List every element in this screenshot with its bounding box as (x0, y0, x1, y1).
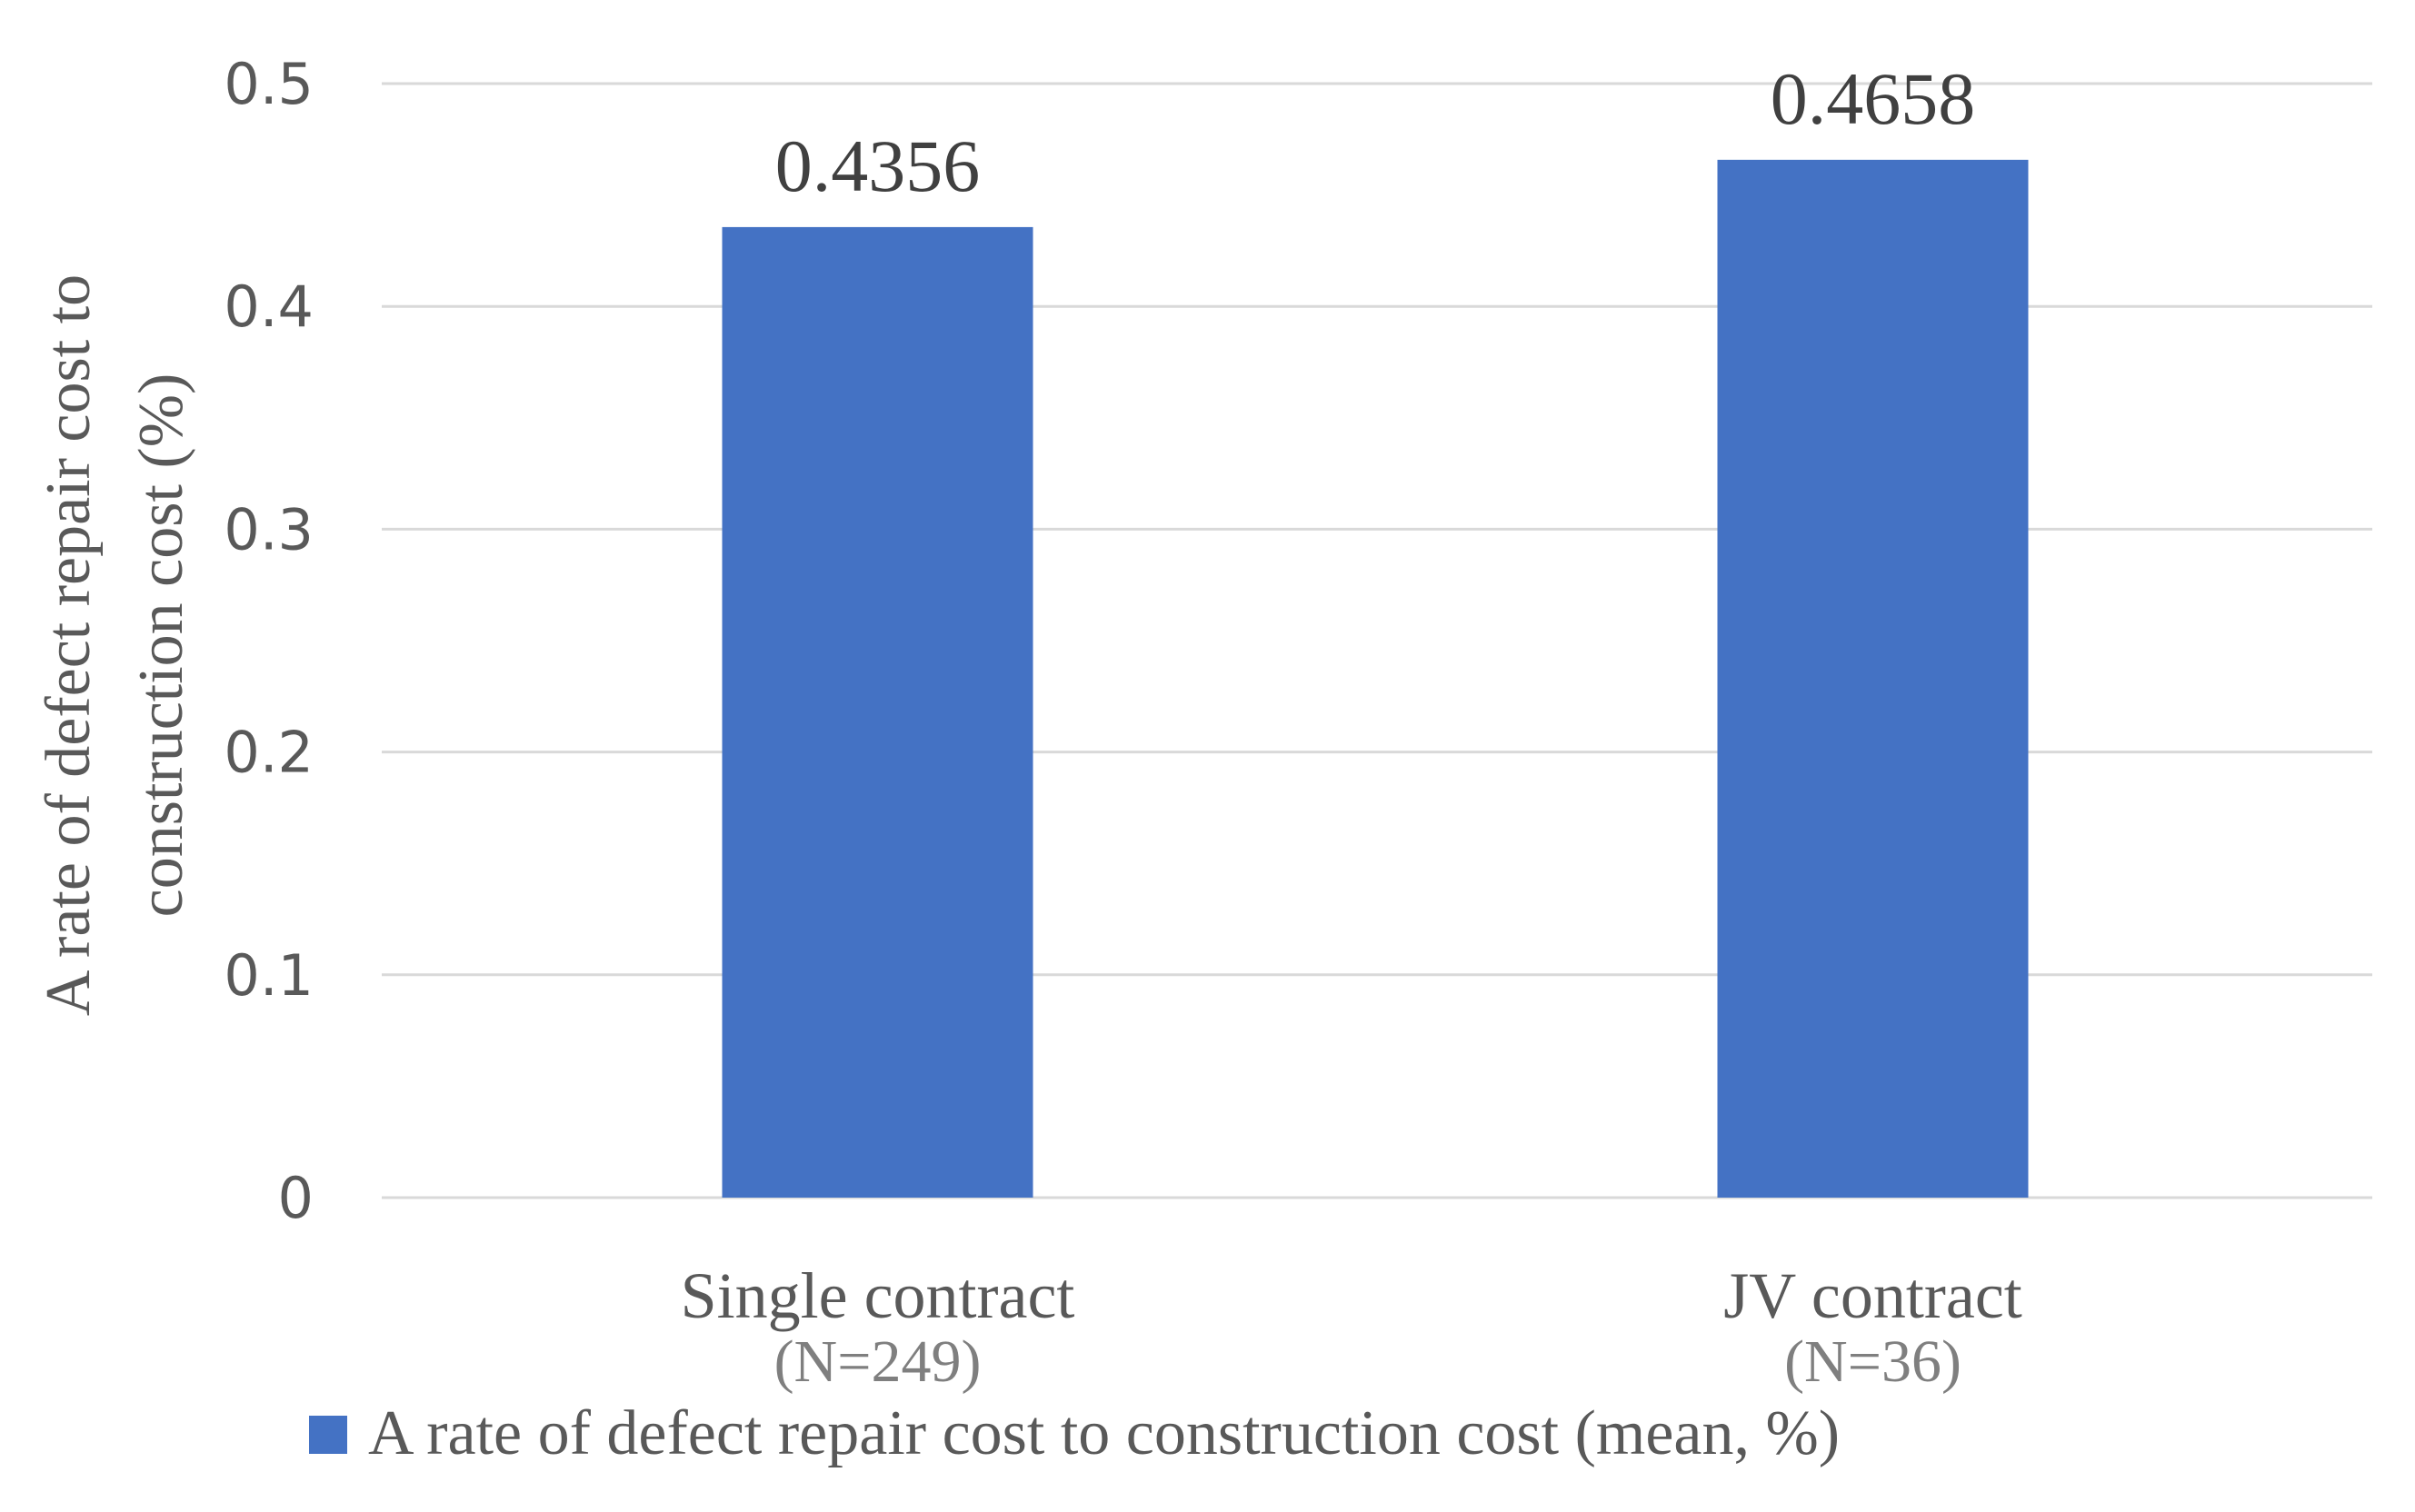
y-axis-title: A rate of defect repair cost to construct… (34, 274, 196, 1016)
data-labels: 0.4356 0.4658 (775, 57, 1976, 207)
x-category-label: Single contract (681, 1259, 1075, 1332)
x-category-sublabel: (N=36) (1784, 1328, 1961, 1395)
y-axis-title-line: construction cost (%) (126, 373, 196, 918)
data-label: 0.4658 (1771, 57, 1976, 140)
y-tick-label: 0.3 (224, 496, 314, 562)
bar (1717, 159, 2029, 1198)
x-category-sublabel: (N=249) (774, 1328, 982, 1395)
bars (722, 159, 2029, 1198)
legend-swatch (309, 1416, 347, 1454)
y-tick-label: 0.1 (224, 942, 314, 1009)
x-category-label: JV contract (1723, 1259, 2022, 1332)
gridlines (382, 82, 2372, 1199)
legend-label: A rate of defect repair cost to construc… (368, 1398, 1840, 1468)
y-axis-title-line: A rate of defect repair cost to (34, 274, 104, 1016)
y-axis-ticks: 0 0.1 0.2 0.3 0.4 0.5 (224, 51, 314, 1231)
legend: A rate of defect repair cost to construc… (309, 1398, 1840, 1468)
y-tick-label: 0 (278, 1165, 314, 1231)
data-label: 0.4356 (775, 124, 981, 207)
y-tick-label: 0.5 (224, 51, 314, 117)
y-tick-label: 0.2 (224, 720, 314, 786)
x-axis-categories: Single contract(N=249) JV contract(N=36) (681, 1259, 2022, 1395)
bar (722, 226, 1033, 1198)
y-tick-label: 0.4 (224, 274, 314, 340)
